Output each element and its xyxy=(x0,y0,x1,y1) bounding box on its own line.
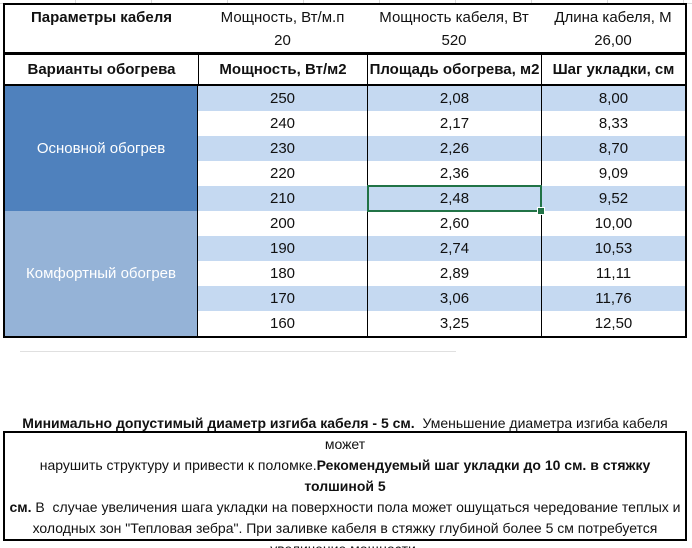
table-cell[interactable]: 160 xyxy=(198,311,367,336)
cable-params-header: Параметры кабеля Мощность, Вт/м.п Мощнос… xyxy=(3,3,687,54)
table-cell[interactable]: 8,33 xyxy=(541,111,685,136)
section-label-0[interactable]: Основной обогрев xyxy=(5,86,198,211)
table-cell[interactable]: 2,74 xyxy=(367,236,541,261)
cell-power-per-m-label[interactable]: Мощность, Вт/м.п xyxy=(220,8,345,26)
cable-parameters-table: Параметры кабеля Мощность, Вт/м.п Мощнос… xyxy=(3,3,687,338)
table-cell[interactable]: 2,36 xyxy=(367,161,541,186)
table-cell[interactable]: 220 xyxy=(198,161,367,186)
note-line-2: см. В случае увеличения шага укладки на … xyxy=(5,497,685,518)
cell-cable-power-value[interactable]: 520 xyxy=(441,32,467,49)
note-line-1: нарушить структуру и привести к поломке.… xyxy=(5,455,685,497)
table-cell[interactable]: 2,08 xyxy=(367,86,541,111)
section-label-1[interactable]: Комфортный обогрев xyxy=(5,211,198,336)
note-line-0: Минимально допустимый диаметр изгиба каб… xyxy=(5,413,685,455)
excel-gridline-remnant xyxy=(20,351,456,352)
table-cell[interactable]: 8,70 xyxy=(541,136,685,161)
table-cell[interactable]: 2,17 xyxy=(367,111,541,136)
column-header-row: Варианты обогрева Мощность, Вт/м2 Площадь … xyxy=(3,54,687,86)
table-body: Основной обогрев 250 2,08 8,00 240 2,17 8,33 23… xyxy=(3,86,687,338)
cell-empty[interactable] xyxy=(5,29,198,52)
note-text: увеличение мощности. xyxy=(270,541,419,548)
note-box[interactable]: Минимально допустимый диаметр изгиба каб… xyxy=(3,415,687,548)
note-line-4: увеличение мощности. xyxy=(5,539,685,548)
table-cell[interactable]: 9,52 xyxy=(541,186,685,211)
table-cell[interactable]: 3,06 xyxy=(367,286,541,311)
note-text-bold: Рекомендуемый шаг укладки до 10 см. в ст… xyxy=(304,456,655,494)
column-header-3[interactable]: Шаг укладки, см xyxy=(541,55,685,84)
note-text: нарушить структуру и привести к поломке. xyxy=(39,456,317,473)
table-cell[interactable]: 190 xyxy=(198,236,367,261)
note-text-bold: см. xyxy=(9,498,32,515)
note-line-3: холодных зон "Тепловая зебра". При залив… xyxy=(5,518,685,539)
cell-params-title[interactable]: Параметры кабеля xyxy=(30,8,173,26)
column-header-1[interactable]: Мощность, Вт/м2 xyxy=(198,55,367,84)
table-cell[interactable]: 11,76 xyxy=(541,286,685,311)
table-cell[interactable]: 11,11 xyxy=(541,261,685,286)
table-cell[interactable]: 210 xyxy=(198,186,367,211)
column-header-2[interactable]: Площадь обогрева, м2 xyxy=(367,55,541,84)
table-cell[interactable]: 2,48 xyxy=(367,185,545,215)
cell-cable-length-value[interactable]: 26,00 xyxy=(594,32,632,49)
table-cell[interactable]: 9,09 xyxy=(541,161,685,186)
note-text: холодных зон "Тепловая зебра". При залив… xyxy=(32,519,658,536)
table-cell[interactable]: 2,26 xyxy=(367,136,541,161)
table-cell[interactable]: 170 xyxy=(198,286,367,311)
cell-power-per-m-value[interactable]: 20 xyxy=(274,32,291,49)
table-cell[interactable]: 2,60 xyxy=(367,211,541,236)
note-text-bold: Минимально допустимый диаметр изгиба каб… xyxy=(22,414,415,431)
table-cell[interactable]: 240 xyxy=(198,111,367,136)
table-cell[interactable]: 2,89 xyxy=(367,261,541,286)
table-cell[interactable]: 12,50 xyxy=(541,311,685,336)
note-text: В случае увеличения шага укладки на пове… xyxy=(31,498,681,515)
cell-cable-power-label[interactable]: Мощность кабеля, Вт xyxy=(379,8,529,26)
note-text: Уменьшение диаметра изгиба кабеля может xyxy=(324,414,672,452)
table-cell[interactable]: 10,00 xyxy=(541,211,685,236)
table-cell[interactable]: 230 xyxy=(198,136,367,161)
table-cell[interactable]: 8,00 xyxy=(541,86,685,111)
table-cell[interactable]: 250 xyxy=(198,86,367,111)
column-header-0[interactable]: Варианты обогрева xyxy=(27,61,176,78)
table-cell[interactable]: 180 xyxy=(198,261,367,286)
table-cell[interactable]: 10,53 xyxy=(541,236,685,261)
cell-cable-length-label[interactable]: Длина кабеля, М xyxy=(554,8,672,26)
table-cell[interactable]: 200 xyxy=(198,211,367,236)
table-cell[interactable]: 3,25 xyxy=(367,311,541,336)
